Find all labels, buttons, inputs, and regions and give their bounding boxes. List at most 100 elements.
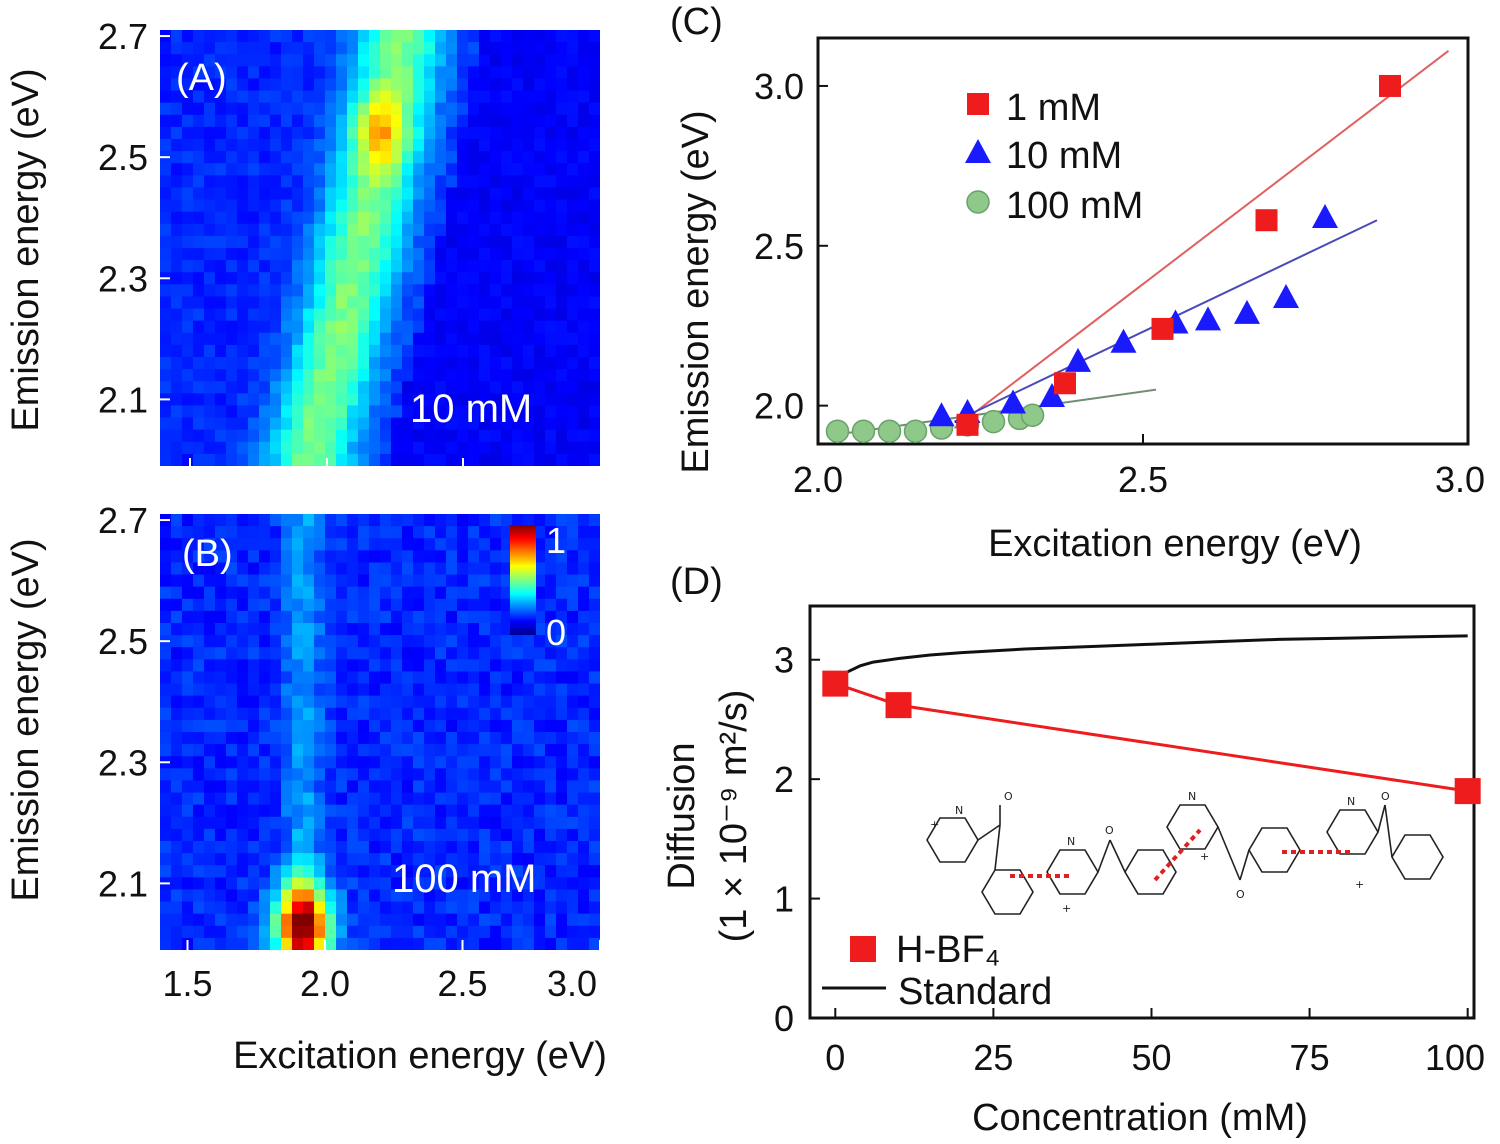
heatmap-cell <box>193 707 205 721</box>
heatmap-cell <box>182 526 194 539</box>
heatmap-cell <box>402 199 414 213</box>
heatmap-cell <box>369 719 381 733</box>
heatmap-cell <box>182 332 194 346</box>
heatmap-cell <box>259 610 271 624</box>
heatmap-cell <box>545 768 557 782</box>
heatmap-cell <box>369 211 381 225</box>
heatmap-cell <box>314 272 326 285</box>
heatmap-cell <box>248 562 260 576</box>
heatmap-cell <box>270 102 282 116</box>
heatmap-cell <box>413 768 425 782</box>
heatmap-cell <box>303 586 315 600</box>
heatmap-cell <box>391 30 403 43</box>
heatmap-cell <box>490 344 502 358</box>
heatmap-cell <box>193 937 205 950</box>
heatmap-cell <box>358 441 370 455</box>
heatmap-cell <box>457 308 469 322</box>
heatmap-cell <box>534 841 546 854</box>
heatmap-cell <box>347 102 359 116</box>
heatmap-cell <box>160 623 172 636</box>
heatmap-cell <box>446 30 458 43</box>
heatmap-cell <box>523 913 535 927</box>
heatmap-cell <box>545 695 557 709</box>
heatmap-cell <box>237 937 249 950</box>
heatmap-cell <box>160 175 172 189</box>
heatmap-cell <box>369 393 381 407</box>
heatmap-cell <box>193 598 205 612</box>
heatmap-cell <box>303 126 315 140</box>
heatmap-cell <box>226 90 238 104</box>
heatmap-cell <box>424 550 436 564</box>
heatmap-cell <box>171 514 183 527</box>
heatmap-cell <box>325 260 337 273</box>
heatmap-cell <box>215 780 227 794</box>
heatmap-cell <box>270 296 282 310</box>
heatmap-cell <box>523 429 535 443</box>
heatmap-cell <box>468 780 480 794</box>
heatmap-cell <box>314 514 326 527</box>
heatmap-cell <box>281 526 293 539</box>
heatmap-cell <box>347 320 359 334</box>
heatmap-cell <box>193 357 205 370</box>
heatmap-cell <box>523 163 535 176</box>
heatmap-cell <box>380 102 392 116</box>
heatmap-cell <box>534 211 546 225</box>
heatmap-cell <box>501 526 513 539</box>
heatmap-cell <box>446 187 458 201</box>
heatmap-cell <box>281 586 293 600</box>
heatmap-cell <box>281 574 293 588</box>
heatmap-cell <box>369 598 381 612</box>
heatmap-cell <box>391 417 403 431</box>
heatmap-cell <box>314 284 326 298</box>
heatmap-cell <box>325 248 337 261</box>
heatmap-cell <box>204 526 216 539</box>
heatmap-cell <box>314 865 326 878</box>
heatmap-cell <box>424 114 436 128</box>
heatmap-cell <box>567 586 579 600</box>
heatmap-cell <box>182 381 194 394</box>
data-point <box>1020 403 1045 427</box>
heatmap-cell <box>380 925 392 939</box>
heatmap-cell <box>380 417 392 431</box>
heatmap-cell <box>303 768 315 782</box>
heatmap-cell <box>545 187 557 201</box>
heatmap-cell <box>237 163 249 176</box>
heatmap-cell <box>270 574 282 588</box>
heatmap-cell <box>325 804 337 818</box>
heatmap-cell <box>490 235 502 249</box>
heatmap-cell <box>578 768 590 782</box>
heatmap-cell <box>226 816 238 830</box>
heatmap-cell <box>457 151 469 164</box>
heatmap-cell <box>281 369 293 382</box>
heatmap-cell <box>259 248 271 261</box>
heatmap-cell <box>523 853 535 866</box>
heatmap-cell <box>490 889 502 903</box>
heatmap-cell <box>248 889 260 903</box>
heatmap-cell <box>248 877 260 891</box>
heatmap-cell <box>204 659 216 673</box>
heatmap-cell <box>578 514 590 527</box>
heatmap-cell <box>391 78 403 92</box>
heatmap-cell <box>468 90 480 104</box>
heatmap-cell <box>413 151 425 164</box>
heatmap-cell <box>523 102 535 116</box>
heatmap-cell <box>248 332 260 346</box>
heatmap-cell <box>336 102 348 116</box>
heatmap-cell <box>226 732 238 745</box>
heatmap-cell <box>424 30 436 43</box>
heatmap-cell <box>347 114 359 128</box>
heatmap-cell <box>534 562 546 576</box>
data-point <box>1273 283 1299 308</box>
heatmap-cell <box>523 344 535 358</box>
heatmap-cell <box>248 393 260 407</box>
heatmap-cell <box>457 175 469 189</box>
heatmap-cell <box>435 514 447 527</box>
heatmap-cell <box>567 453 579 466</box>
heatmap-cell <box>237 441 249 455</box>
heatmap-cell <box>281 937 293 950</box>
heatmap-cell <box>204 901 216 915</box>
heatmap-cell <box>479 853 491 866</box>
heatmap-cell <box>435 562 447 576</box>
heatmap-cell <box>204 610 216 624</box>
heatmap-cell <box>259 381 271 394</box>
